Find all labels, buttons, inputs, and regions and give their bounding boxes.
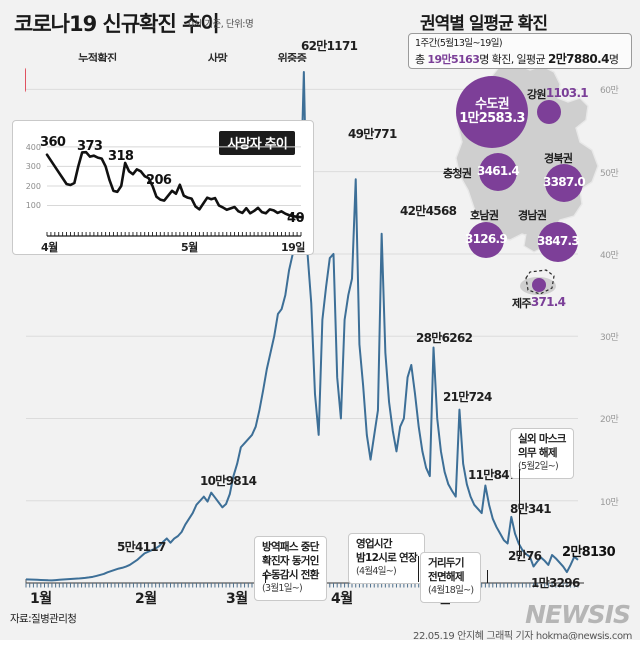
region-summary-period: 1주간(5월13일~19일) [415, 38, 503, 49]
death-trend-line [45, 146, 303, 237]
y-axis-tick: 30만 [600, 333, 619, 344]
region-bubble: 3847.3 [536, 222, 580, 262]
inset-y-tick: 300 [25, 162, 41, 172]
chart-event-note: 영업시간 밤12시로 연장 (4월4일~) [348, 533, 425, 585]
chart-event-note: 실외 마스크 의무 해제 (5월2일~) [510, 428, 574, 480]
region-bubble-value: 1103.1 [545, 86, 589, 100]
region-bubble-value: 3847.3 [536, 234, 580, 249]
region-bubble-value: 3387.0 [542, 175, 586, 190]
y-axis-tick: 20만 [600, 415, 619, 426]
chart-value-label: 21만724 [443, 390, 492, 404]
chart-event-note-line: 확진자 동거인 [262, 554, 319, 567]
region-bubble-name: 경남권 [518, 209, 547, 222]
chart-event-leader-line [418, 556, 419, 582]
source-note: 자료:질병관리청 [10, 613, 77, 625]
x-axis-tick: 3월 [226, 591, 248, 607]
region-avg-value: 2만7880.4 [547, 51, 610, 66]
inset-point-label: 373 [77, 139, 103, 154]
page-subtitle: 0시 기준, 단위:명 [188, 19, 254, 30]
footer-bar [0, 640, 640, 646]
x-axis-tick: 4월 [331, 591, 353, 607]
inset-point-label: 206 [146, 173, 172, 188]
chart-event-note-line: 수동감시 전환 [262, 568, 319, 581]
inset-y-tick: 400 [25, 142, 41, 152]
death-trend-badge: 사망자 추이 [219, 131, 295, 155]
region-summary-totals: 총 19만5163명 확진, 일평균 2만7880.4명 [415, 51, 619, 66]
y-axis-tick: 40만 [600, 250, 619, 261]
chart-event-note: 방역패스 중단 확진자 동거인 수동감시 전환 (3월1일~) [254, 536, 327, 602]
region-bubble-name: 충청권 [443, 167, 472, 180]
chart-value-label: 62만1171 [301, 39, 358, 53]
chart-event-note-line: 거리두기 [428, 557, 465, 569]
region-bubble-name: 강원 1103.1 [527, 86, 589, 101]
region-bubble-name: 제주 371.4 [512, 295, 566, 310]
region-total-value: 19만5163 [427, 52, 480, 66]
chart-value-label: 49만771 [348, 127, 397, 141]
y-axis-tick: 10만 [600, 497, 619, 508]
chart-event-note: 거리두기 전면해제 (4월18일~) [420, 552, 482, 604]
region-bubble: 3387.0 [542, 164, 586, 202]
chart-event-notes: 방역패스 중단 확진자 동거인 수동감시 전환 (3월1일~) 영업시간 밤12시로 연장… [254, 428, 574, 604]
chart-event-note-line: 밤12시로 연장 [356, 551, 418, 564]
region-bubble-value: 3126.9 [464, 232, 508, 247]
chart-event-leader-line [487, 570, 488, 583]
region-bubble [537, 100, 561, 124]
chart-value-label: 2만76 [508, 549, 542, 563]
inset-point-label: 360 [40, 135, 66, 150]
page-title: 코로나19 신규확진 추이 [14, 12, 220, 36]
chart-event-note-line: 실외 마스크 [518, 433, 566, 445]
stat-death-label: 사망 [207, 52, 228, 65]
chart-event-note-date: (4월4일~) [356, 565, 397, 577]
inset-x-tick: 4월 [41, 241, 58, 254]
inset-point-label: 318 [108, 149, 134, 164]
region-bubble-name: 경북권 [544, 152, 573, 165]
chart-event-note-date: (3월1일~) [262, 582, 303, 594]
inset-x-tick: 19일 [281, 241, 305, 254]
region-bubble: 수도권 1만2583.3 [456, 76, 528, 148]
region-bubble-name: 수도권 [475, 96, 509, 112]
inset-point-label: 40 [287, 211, 305, 226]
chart-value-label: 1만3296 [531, 576, 580, 590]
region-bubble-name: 호남권 [470, 209, 499, 222]
region-bubble: 3461.4 [476, 153, 520, 191]
chart-value-label: 8만341 [510, 502, 552, 516]
chart-event-note-line: 방역패스 중단 [262, 541, 319, 553]
y-axis-tick: 60만 [600, 86, 619, 97]
chart-value-label: 28만6262 [416, 331, 473, 345]
chart-value-label: 42만4568 [400, 204, 457, 218]
chart-event-note-date: (5월2일~) [518, 460, 559, 472]
inset-y-tick: 200 [25, 181, 41, 191]
region-bubble-value: 1만2583.3 [459, 111, 525, 126]
chart-value-label: 10만9814 [200, 474, 257, 488]
region-bubble [532, 278, 546, 292]
death-trend-labels: 400 300 200 100 4월 5월 19일 360 373 318 206 40 [13, 121, 315, 256]
chart-event-note-line: 의무 해제 [518, 446, 557, 459]
chart-event-note-line: 영업시간 [356, 538, 393, 550]
chart-event-leader-line [265, 573, 266, 583]
stat-cumulative-label: 누적확진 [78, 52, 117, 65]
region-section-title: 권역별 일평균 확진 [420, 14, 548, 34]
credit-line: 22.05.19 안지혜 그래픽 기자 hokma@newsis.com [413, 631, 632, 642]
chart-event-note-line: 전면해제 [428, 570, 465, 583]
x-axis-tick: 1월 [30, 591, 52, 607]
chart-event-note-date: (4월18일~) [428, 584, 474, 596]
region-bubbles: 수도권 1만2583.3 강원 1103.1 충청권 3461.4 경북권 3387.0 호남… [443, 76, 589, 310]
inset-x-tick: 5월 [181, 241, 198, 254]
region-bubble-value: 3461.4 [476, 164, 520, 179]
x-axis-tick: 2월 [135, 591, 157, 607]
chart-latest-value: 2만8130 [562, 545, 616, 560]
inset-y-tick: 100 [25, 201, 41, 211]
region-bubble: 3126.9 [464, 222, 508, 258]
y-axis-tick: 50만 [600, 168, 619, 179]
newsis-logo: NEWSIS [525, 600, 631, 629]
region-summary-box: 1주간(5월13일~19일) 총 19만5163명 확진, 일평균 2만7880… [408, 33, 632, 69]
death-trend-inset: 사망자 추이 400 300 200 100 4월 5월 19일 360 373 318 206 40 [12, 120, 314, 255]
chart-event-leader-line [519, 469, 520, 559]
region-bubble-value: 371.4 [530, 295, 566, 309]
stat-severe-label: 위중증 [277, 52, 307, 65]
chart-value-label: 5만4117 [117, 540, 166, 554]
